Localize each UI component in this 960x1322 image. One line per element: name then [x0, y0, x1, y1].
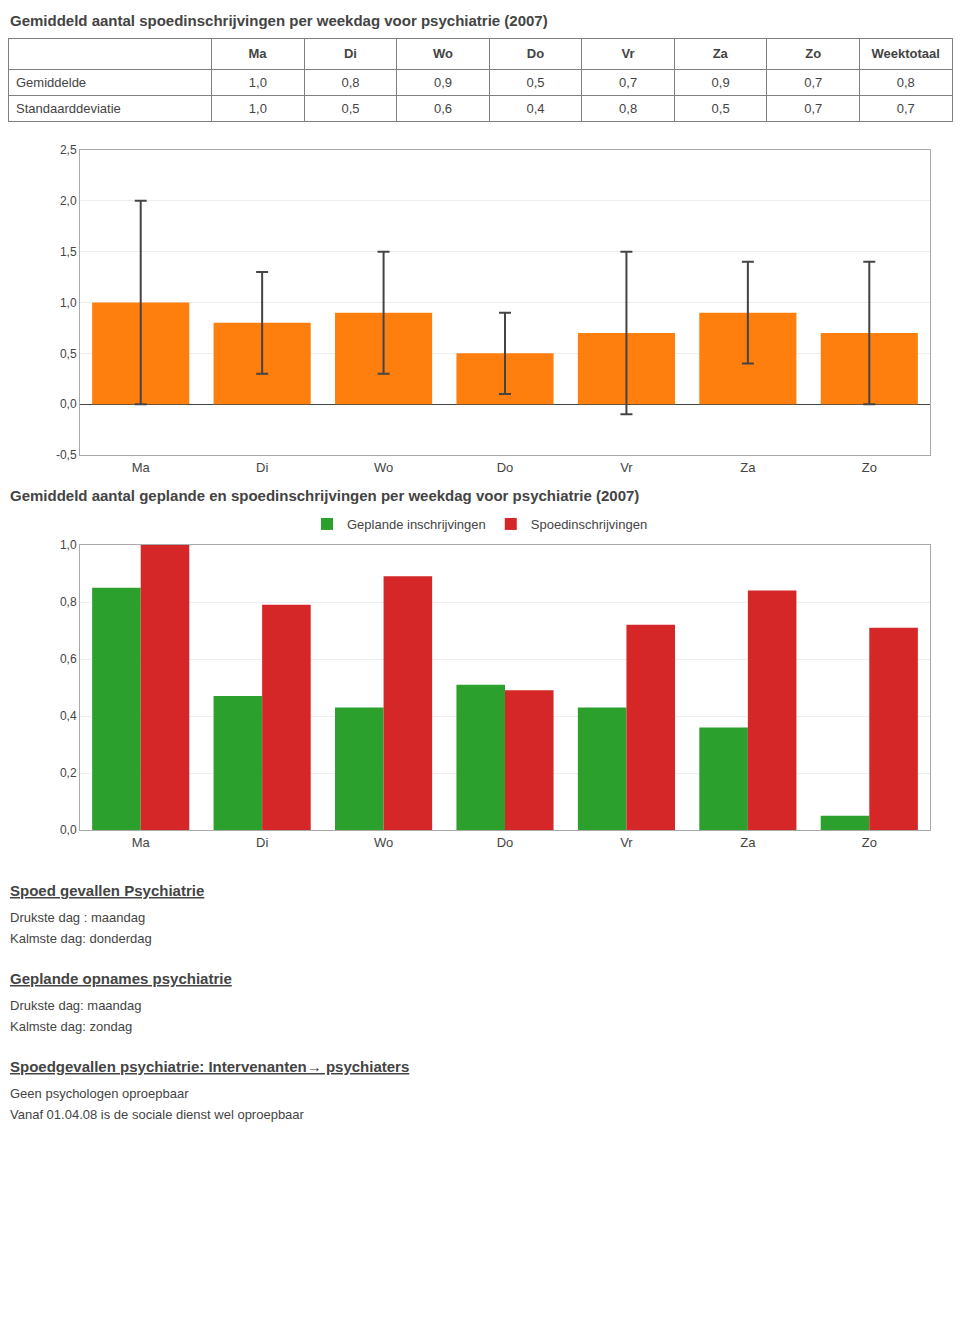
svg-text:0,6: 0,6: [434, 101, 452, 116]
svg-text:Wo: Wo: [374, 835, 393, 850]
svg-text:Spoed gevallen Psychiatrie: Spoed gevallen Psychiatrie: [10, 882, 204, 899]
svg-text:0,5: 0,5: [341, 101, 359, 116]
svg-text:Zo: Zo: [805, 46, 821, 61]
svg-text:0,8: 0,8: [341, 75, 359, 90]
svg-text:Ma: Ma: [132, 835, 151, 850]
svg-text:Vr: Vr: [620, 460, 633, 475]
svg-text:Vr: Vr: [622, 46, 635, 61]
svg-text:0,6: 0,6: [60, 652, 77, 666]
svg-text:1,0: 1,0: [60, 538, 77, 552]
svg-text:Di: Di: [256, 460, 268, 475]
svg-text:Wo: Wo: [374, 460, 393, 475]
svg-text:Standaarddeviatie: Standaarddeviatie: [16, 101, 121, 116]
svg-text:0,8: 0,8: [60, 595, 77, 609]
svg-text:0,9: 0,9: [712, 75, 730, 90]
svg-text:1,0: 1,0: [60, 296, 77, 310]
svg-text:Gemiddeld aantal geplande en s: Gemiddeld aantal geplande en spoedinschr…: [10, 487, 639, 504]
svg-text:Za: Za: [713, 46, 729, 61]
svg-text:Geplande inschrijvingen: Geplande inschrijvingen: [347, 517, 486, 532]
svg-text:Do: Do: [497, 460, 514, 475]
svg-text:1,0: 1,0: [249, 75, 267, 90]
svg-text:0,8: 0,8: [897, 75, 915, 90]
svg-text:1,0: 1,0: [249, 101, 267, 116]
svg-text:Weektotaal: Weektotaal: [872, 46, 940, 61]
svg-text:Vr: Vr: [620, 835, 633, 850]
svg-text:Zo: Zo: [862, 835, 877, 850]
svg-text:0,0: 0,0: [60, 397, 77, 411]
svg-text:Drukste dag: maandag: Drukste dag: maandag: [10, 998, 142, 1013]
svg-text:Spoedgevallen psychiatrie: Int: Spoedgevallen psychiatrie: Intervenanten…: [10, 1058, 409, 1075]
svg-text:Gemiddelde: Gemiddelde: [16, 75, 86, 90]
svg-text:Za: Za: [740, 835, 756, 850]
svg-text:Kalmste dag: donderdag: Kalmste dag: donderdag: [10, 931, 152, 946]
svg-text:0,7: 0,7: [897, 101, 915, 116]
svg-text:2,5: 2,5: [60, 143, 77, 157]
svg-text:0,4: 0,4: [60, 709, 77, 723]
svg-text:-0,5: -0,5: [56, 448, 77, 462]
svg-text:0,5: 0,5: [60, 347, 77, 361]
svg-text:Do: Do: [497, 835, 514, 850]
svg-text:0,2: 0,2: [60, 766, 77, 780]
svg-text:2,0: 2,0: [60, 194, 77, 208]
svg-text:Kalmste dag: zondag: Kalmste dag: zondag: [10, 1019, 132, 1034]
svg-text:Za: Za: [740, 460, 756, 475]
svg-text:1,5: 1,5: [60, 245, 77, 259]
svg-text:Wo: Wo: [433, 46, 453, 61]
svg-text:0,5: 0,5: [526, 75, 544, 90]
svg-text:Ma: Ma: [248, 46, 267, 61]
svg-text:Spoedinschrijvingen: Spoedinschrijvingen: [531, 517, 647, 532]
svg-text:0,7: 0,7: [804, 75, 822, 90]
svg-text:0,8: 0,8: [619, 101, 637, 116]
svg-text:0,7: 0,7: [619, 75, 637, 90]
svg-text:0,7: 0,7: [804, 101, 822, 116]
svg-text:0,4: 0,4: [526, 101, 544, 116]
svg-text:Drukste dag : maandag: Drukste dag : maandag: [10, 910, 145, 925]
svg-text:Zo: Zo: [862, 460, 877, 475]
svg-text:Ma: Ma: [132, 460, 151, 475]
svg-text:Geplande opnames psychiatrie: Geplande opnames psychiatrie: [10, 970, 232, 987]
svg-text:0,9: 0,9: [434, 75, 452, 90]
svg-text:Di: Di: [344, 46, 357, 61]
svg-text:0,5: 0,5: [712, 101, 730, 116]
svg-text:Do: Do: [527, 46, 544, 61]
svg-text:Di: Di: [256, 835, 268, 850]
svg-text:Gemiddeld aantal spoedinschrij: Gemiddeld aantal spoedinschrijvingen per…: [10, 12, 548, 29]
svg-text:Vanaf 01.04.08 is de sociale d: Vanaf 01.04.08 is de sociale dienst wel …: [10, 1107, 305, 1122]
svg-text:Geen psychologen oproepbaar: Geen psychologen oproepbaar: [10, 1086, 189, 1101]
svg-text:0,0: 0,0: [60, 823, 77, 837]
